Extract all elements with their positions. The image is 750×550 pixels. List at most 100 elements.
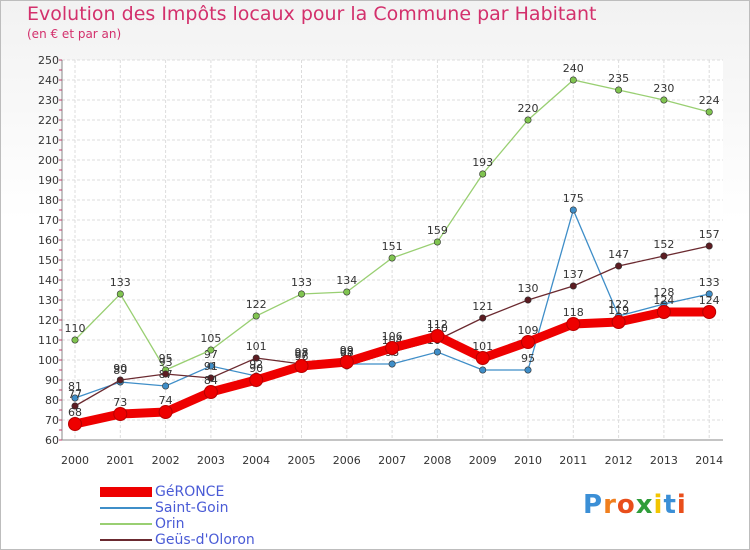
data-point-saint-goin bbox=[569, 206, 577, 214]
data-label-g-ronce: 84 bbox=[204, 374, 218, 387]
y-tick-label: 220 bbox=[38, 114, 59, 127]
data-label-orin: 159 bbox=[427, 224, 448, 237]
data-label-saint-goin: 96 bbox=[295, 350, 309, 363]
data-point-orin bbox=[297, 290, 305, 298]
data-label-ge-s-d-oloron: 98 bbox=[295, 346, 309, 359]
y-tick-label: 120 bbox=[38, 314, 59, 327]
data-label-ge-s-d-oloron: 121 bbox=[472, 300, 493, 313]
data-point-ge-s-d-oloron bbox=[207, 374, 215, 382]
y-tick-label: 200 bbox=[38, 154, 59, 167]
data-point-g-ronce bbox=[430, 329, 445, 343]
data-point-g-ronce bbox=[113, 407, 128, 421]
data-point-g-ronce bbox=[611, 315, 626, 329]
legend-label-ge-s-d-oloron: Geüs-d'Oloron bbox=[155, 532, 255, 548]
x-tick-label: 2004 bbox=[242, 454, 270, 467]
data-point-g-ronce bbox=[702, 305, 717, 319]
data-label-g-ronce: 99 bbox=[340, 344, 354, 357]
y-tick-label: 160 bbox=[38, 234, 59, 247]
chart-title: Evolution des Impôts locaux pour la Comm… bbox=[27, 3, 597, 25]
x-tick-label: 2001 bbox=[106, 454, 134, 467]
data-point-g-ronce bbox=[68, 417, 82, 431]
legend-label-g-ronce: GéRONCE bbox=[155, 484, 225, 500]
data-label-saint-goin: 98 bbox=[340, 346, 354, 359]
data-label-g-ronce: 109 bbox=[518, 324, 539, 337]
data-label-orin: 224 bbox=[699, 94, 720, 107]
data-point-g-ronce bbox=[566, 317, 581, 331]
data-point-g-ronce bbox=[249, 373, 264, 387]
data-label-ge-s-d-oloron: 130 bbox=[518, 282, 539, 295]
data-point-orin bbox=[343, 288, 351, 296]
legend-swatch-ge-s-d-oloron bbox=[100, 539, 152, 541]
data-point-g-ronce bbox=[521, 335, 535, 349]
data-label-g-ronce: 106 bbox=[382, 330, 403, 343]
x-tick-label: 2012 bbox=[605, 454, 633, 467]
data-point-saint-goin bbox=[524, 366, 532, 374]
legend-swatch-saint-goin bbox=[100, 507, 152, 509]
data-point-saint-goin bbox=[71, 394, 79, 402]
data-point-orin bbox=[569, 76, 577, 84]
data-label-g-ronce: 119 bbox=[608, 304, 629, 317]
data-label-ge-s-d-oloron: 101 bbox=[246, 340, 267, 353]
x-tick-label: 2011 bbox=[559, 454, 587, 467]
data-point-ge-s-d-oloron bbox=[660, 252, 668, 260]
data-label-saint-goin: 122 bbox=[608, 298, 629, 311]
data-label-orin: 134 bbox=[336, 274, 357, 287]
data-label-g-ronce: 101 bbox=[472, 340, 493, 353]
data-label-g-ronce: 97 bbox=[295, 348, 309, 361]
x-tick-label: 2009 bbox=[469, 454, 497, 467]
data-label-g-ronce: 90 bbox=[249, 362, 263, 375]
data-point-ge-s-d-oloron bbox=[252, 354, 260, 362]
data-point-ge-s-d-oloron bbox=[705, 242, 713, 250]
x-tick-label: 2008 bbox=[423, 454, 451, 467]
data-point-ge-s-d-oloron bbox=[569, 282, 577, 290]
data-point-g-ronce bbox=[158, 405, 173, 419]
x-tick-label: 2002 bbox=[152, 454, 180, 467]
y-tick-label: 240 bbox=[38, 74, 59, 87]
chart-subtitle: (en € et par an) bbox=[27, 27, 122, 41]
data-point-g-ronce bbox=[339, 355, 354, 369]
y-tick-label: 180 bbox=[38, 194, 59, 207]
y-tick-label: 90 bbox=[45, 374, 59, 387]
data-point-ge-s-d-oloron bbox=[479, 314, 487, 322]
data-label-ge-s-d-oloron: 91 bbox=[204, 360, 218, 373]
x-tick-label: 2005 bbox=[288, 454, 316, 467]
data-label-g-ronce: 68 bbox=[68, 406, 82, 419]
data-point-orin bbox=[479, 170, 487, 178]
data-point-saint-goin bbox=[388, 360, 396, 368]
data-label-orin: 193 bbox=[472, 156, 493, 169]
data-point-g-ronce bbox=[656, 305, 671, 319]
y-tick-label: 170 bbox=[38, 214, 59, 227]
data-label-orin: 122 bbox=[246, 298, 267, 311]
data-label-orin: 133 bbox=[110, 276, 131, 289]
data-point-ge-s-d-oloron bbox=[524, 296, 532, 304]
y-tick-label: 230 bbox=[38, 94, 59, 107]
data-label-saint-goin: 128 bbox=[653, 286, 674, 299]
data-point-orin bbox=[433, 238, 441, 246]
data-label-orin: 235 bbox=[608, 72, 629, 85]
data-point-saint-goin bbox=[705, 290, 713, 298]
legend-label-saint-goin: Saint-Goin bbox=[155, 500, 229, 516]
y-tick-label: 100 bbox=[38, 354, 59, 367]
y-tick-label: 150 bbox=[38, 254, 59, 267]
legend-swatch-orin bbox=[100, 523, 152, 525]
data-label-ge-s-d-oloron: 147 bbox=[608, 248, 629, 261]
data-point-ge-s-d-oloron bbox=[71, 402, 79, 410]
data-point-saint-goin bbox=[479, 366, 487, 374]
data-label-orin: 151 bbox=[382, 240, 403, 253]
y-tick-label: 190 bbox=[38, 174, 59, 187]
y-tick-label: 130 bbox=[38, 294, 59, 307]
data-label-ge-s-d-oloron: 157 bbox=[699, 228, 720, 241]
legend-swatch-g-ronce bbox=[100, 487, 152, 497]
x-tick-label: 2003 bbox=[197, 454, 225, 467]
y-tick-label: 110 bbox=[38, 334, 59, 347]
data-label-g-ronce: 124 bbox=[653, 294, 674, 307]
data-label-saint-goin: 95 bbox=[521, 352, 535, 365]
y-tick-label: 140 bbox=[38, 274, 59, 287]
x-tick-label: 2014 bbox=[695, 454, 723, 467]
x-tick-label: 2010 bbox=[514, 454, 542, 467]
data-label-orin: 110 bbox=[65, 322, 86, 335]
data-label-ge-s-d-oloron: 90 bbox=[113, 362, 127, 375]
data-point-orin bbox=[388, 254, 396, 262]
data-label-g-ronce: 73 bbox=[113, 396, 127, 409]
x-tick-label: 2013 bbox=[650, 454, 678, 467]
